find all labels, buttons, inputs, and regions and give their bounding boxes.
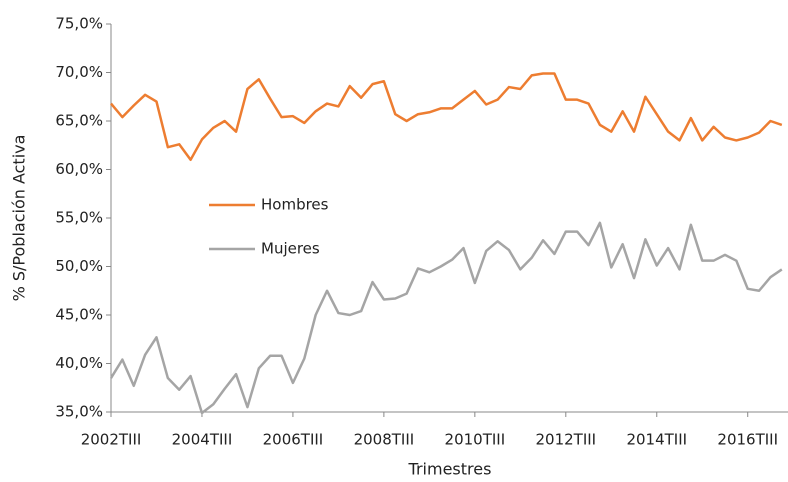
x-tick-label: 2008TIII xyxy=(354,431,415,449)
x-tick-label: 2016TIII xyxy=(717,431,778,449)
y-tick-label: 70,0% xyxy=(55,63,103,81)
y-tick-label: 40,0% xyxy=(55,354,103,372)
y-tick-label: 50,0% xyxy=(55,257,103,275)
y-tick-label: 35,0% xyxy=(55,403,103,421)
x-tick-label: 2010TIII xyxy=(445,431,506,449)
x-tick-label: 2006TIII xyxy=(263,431,324,449)
data-line xyxy=(109,221,783,415)
x-tick-label: 2004TIII xyxy=(172,431,233,449)
data-line xyxy=(110,72,783,162)
legend-label: Hombres xyxy=(261,196,329,214)
x-tick-label: 2014TIII xyxy=(626,431,687,449)
y-axis-title: % S/Población Activa xyxy=(10,135,29,302)
y-tick-label: 75,0% xyxy=(55,15,103,33)
y-tick-label: 65,0% xyxy=(55,112,103,130)
x-axis-title: Trimestres xyxy=(408,460,492,479)
y-tick-label: 55,0% xyxy=(55,209,103,227)
legend-label: Mujeres xyxy=(261,240,320,258)
x-tick-label: 2012TIII xyxy=(535,431,596,449)
y-tick-label: 60,0% xyxy=(55,160,103,178)
y-tick-label: 45,0% xyxy=(55,306,103,324)
x-tick-label: 2002TIII xyxy=(81,431,142,449)
